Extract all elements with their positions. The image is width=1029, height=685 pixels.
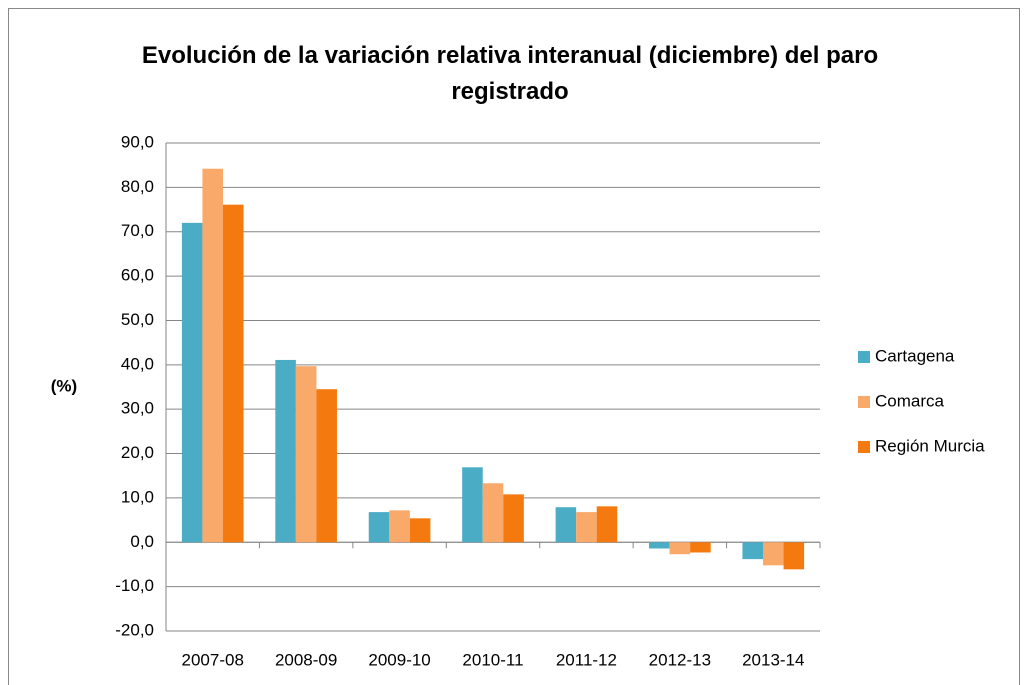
bar bbox=[503, 494, 524, 543]
bar bbox=[316, 389, 337, 543]
y-tick-label: 10,0 bbox=[121, 487, 154, 506]
bar bbox=[742, 542, 764, 560]
bar bbox=[555, 507, 577, 543]
bar bbox=[389, 510, 410, 543]
x-tick-label: 2012-13 bbox=[649, 650, 711, 669]
x-tick-label: 2007-08 bbox=[182, 650, 244, 669]
legend-swatch bbox=[858, 351, 870, 363]
x-tick-label: 2009-10 bbox=[368, 650, 430, 669]
bar bbox=[690, 542, 711, 553]
y-tick-label: 60,0 bbox=[121, 266, 154, 285]
x-tick-label: 2008-09 bbox=[275, 650, 337, 669]
y-tick-label: 20,0 bbox=[121, 443, 154, 462]
y-tick-label: 80,0 bbox=[121, 177, 154, 196]
bar bbox=[482, 483, 504, 543]
bar bbox=[222, 204, 244, 543]
bar bbox=[275, 359, 296, 543]
x-tick-label: 2011-12 bbox=[556, 650, 617, 669]
bar bbox=[596, 506, 618, 543]
y-tick-label: 0,0 bbox=[130, 532, 154, 551]
x-tick-label: 2010-11 bbox=[462, 650, 523, 669]
bar bbox=[202, 168, 223, 543]
chart-frame bbox=[8, 8, 1020, 685]
chart-title: Evolución de la variación relativa inter… bbox=[141, 42, 879, 105]
y-tick-label: 50,0 bbox=[121, 310, 154, 329]
bar bbox=[783, 542, 805, 570]
y-tick-label: -10,0 bbox=[115, 576, 154, 595]
legend-label: Comarca bbox=[875, 391, 945, 410]
bar bbox=[368, 512, 390, 543]
y-tick-label: 90,0 bbox=[121, 132, 154, 151]
legend-swatch bbox=[858, 441, 870, 453]
bar bbox=[576, 512, 597, 543]
y-tick-label: 70,0 bbox=[121, 221, 154, 240]
y-tick-label: 30,0 bbox=[121, 399, 154, 418]
bar bbox=[409, 518, 431, 543]
y-axis-label: (%) bbox=[51, 376, 77, 395]
legend-label: Cartagena bbox=[875, 346, 955, 365]
bar bbox=[181, 222, 203, 543]
bar bbox=[649, 542, 670, 549]
y-tick-label: 40,0 bbox=[121, 354, 154, 373]
bar bbox=[669, 542, 691, 555]
y-tick-label: -20,0 bbox=[115, 620, 154, 639]
bar bbox=[763, 542, 784, 566]
bar bbox=[295, 366, 317, 543]
bar bbox=[462, 467, 483, 543]
legend-swatch bbox=[858, 396, 870, 408]
x-tick-label: 2013-14 bbox=[742, 650, 804, 669]
legend-label: Región Murcia bbox=[875, 436, 985, 455]
